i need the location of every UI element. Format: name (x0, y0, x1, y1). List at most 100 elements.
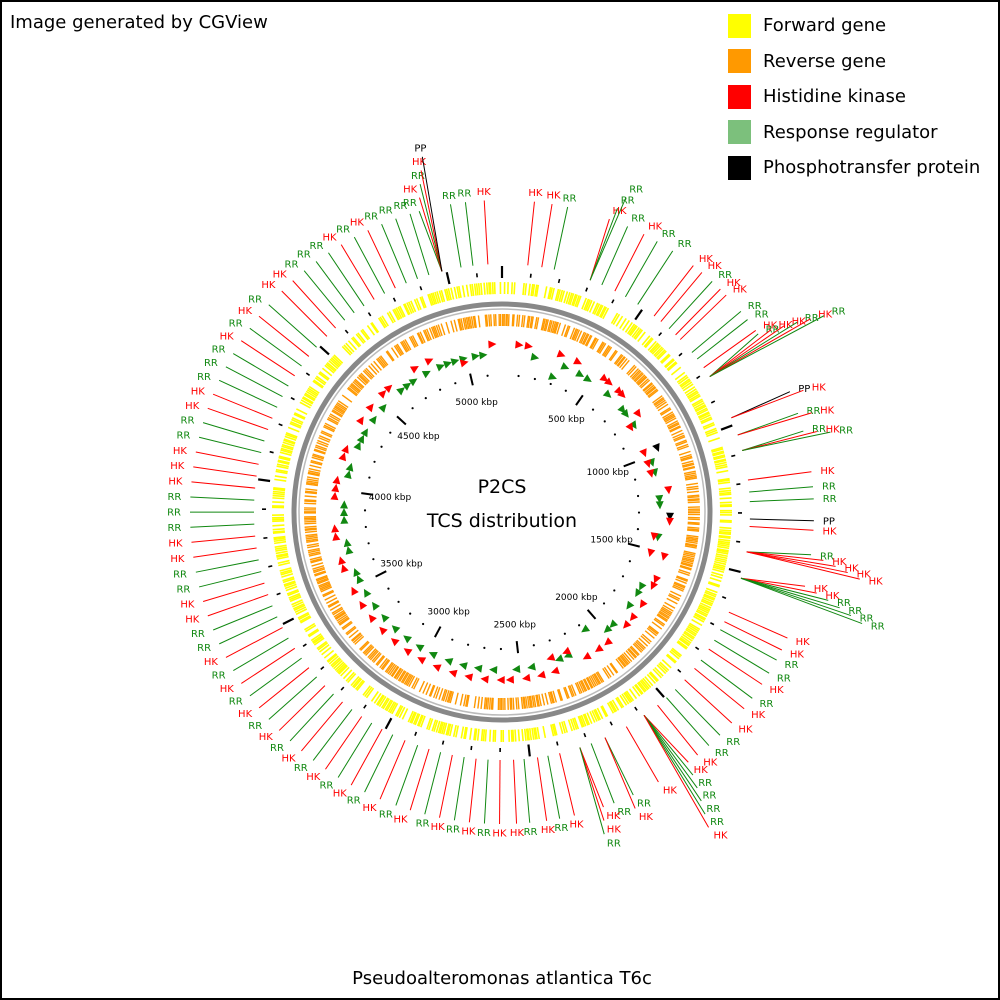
tcs-arrow-hk (573, 357, 583, 365)
tcs-arrow-hk (661, 551, 669, 561)
feature-label-rr: RR (698, 778, 712, 789)
leader-line (746, 551, 824, 561)
tcs-arrow-hk (341, 444, 349, 454)
leader-line (666, 697, 710, 746)
tcs-arrow-hk (643, 459, 651, 468)
leader-line (258, 667, 310, 709)
tcs-arrow-hk (604, 637, 613, 646)
feature-label-hk: HK (185, 614, 200, 625)
leader-line (740, 577, 863, 625)
feature-label-rr: RR (403, 198, 417, 209)
feature-label-hk: HK (362, 803, 377, 814)
leader-line (660, 272, 703, 322)
leader-line (643, 715, 710, 828)
leader-line (218, 379, 278, 408)
leader-line (449, 204, 462, 268)
feature-label-hk: HK (733, 284, 748, 295)
tcs-arrow-hk (459, 359, 469, 368)
tcs-arrow-rr (360, 428, 368, 438)
leader-line (225, 627, 283, 658)
feature-label-rr: RR (229, 318, 243, 329)
feature-label-hk: HK (546, 191, 561, 202)
feature-label-hk: HK (844, 563, 859, 574)
feature-label-rr: RR (832, 307, 846, 318)
feature-label-hk: HK (403, 184, 418, 195)
outer-tick-marks (258, 266, 743, 757)
legend-label: Response regulator (763, 121, 938, 143)
feature-label-rr: RR (379, 809, 393, 820)
feature-label-rr: RR (678, 239, 692, 250)
leader-line (747, 471, 812, 481)
feature-label-hk: HK (639, 812, 654, 823)
leader-line (749, 525, 814, 531)
tcs-arrow-hk (505, 675, 515, 684)
tcs-arrow-hk (379, 626, 388, 636)
feature-label-rr: RR (319, 781, 333, 792)
leader-line (604, 737, 634, 796)
tcs-arrow-rr (396, 387, 405, 396)
feature-label-hk: HK (322, 232, 337, 243)
leader-line (541, 203, 553, 268)
tcs-arrow-hk (356, 416, 364, 426)
leader-line (424, 752, 442, 815)
tcs-arrow-rr (443, 361, 452, 369)
reverse-gene-track (303, 313, 701, 711)
tcs-arrow-hk (341, 564, 349, 574)
leader-line (381, 223, 407, 284)
feature-label-hk: HK (393, 814, 408, 825)
feature-label-rr: RR (766, 324, 780, 335)
leader-line (190, 496, 255, 501)
leader-line (353, 236, 386, 294)
feature-label-rr: RR (167, 508, 181, 519)
feature-label-hk: HK (461, 827, 476, 838)
tcs-arrow-rr (403, 635, 413, 644)
feature-label-hk: HK (173, 446, 188, 457)
leader-line (643, 714, 694, 776)
leader-line (742, 431, 831, 452)
leader-line (709, 329, 772, 378)
leader-line (657, 704, 699, 756)
tcs-arrow-rr (582, 374, 592, 382)
tcs-arrow-rr (471, 352, 480, 361)
tcs-arrow-rr (479, 351, 488, 360)
feature-label-rr: RR (629, 185, 643, 196)
leader-line (202, 422, 265, 442)
tcs-arrow-rr (378, 404, 387, 413)
tcs-arrow-hk (488, 340, 497, 349)
feature-label-rr: RR (364, 211, 378, 222)
tcs-arrow-hk (639, 448, 647, 458)
feature-label-rr: RR (416, 819, 430, 830)
leader-line (212, 393, 273, 419)
feature-label-rr: RR (710, 817, 724, 828)
legend-label: Forward gene (763, 15, 887, 37)
leader-line (367, 230, 396, 289)
tcs-arrow-hk (647, 548, 656, 557)
leader-line (499, 759, 501, 824)
leader-line (233, 637, 289, 672)
leader-line (709, 315, 825, 378)
tcs-arrow-hk (562, 646, 572, 655)
feature-label-hk: HK (714, 830, 729, 841)
feature-label-rr: RR (294, 763, 308, 774)
feature-label-hk: HK (350, 218, 365, 229)
feature-label-hk: HK (703, 758, 718, 769)
center-title: P2CS (478, 476, 527, 498)
tcs-arrow-rr (655, 494, 664, 504)
tcs-arrow-rr (339, 500, 348, 509)
center-subtitle: TCS distribution (426, 510, 577, 532)
feature-label-rr: RR (807, 406, 821, 417)
feature-label-hk: HK (220, 331, 235, 342)
leader-line (232, 353, 289, 387)
leader-line (674, 689, 721, 736)
tcs-arrow-rr (415, 644, 425, 652)
tcs-arrow-rr (343, 538, 352, 548)
feature-label-hk: HK (699, 254, 714, 265)
legend-swatch (728, 155, 751, 180)
tcs-arrow-hk (550, 666, 560, 675)
feature-label-hk: HK (648, 222, 663, 233)
feature-label-rr: RR (839, 426, 853, 437)
leader-line (579, 747, 604, 808)
leader-line (746, 551, 812, 556)
feature-label-hk: HK (607, 825, 622, 836)
leader-line (643, 715, 702, 802)
